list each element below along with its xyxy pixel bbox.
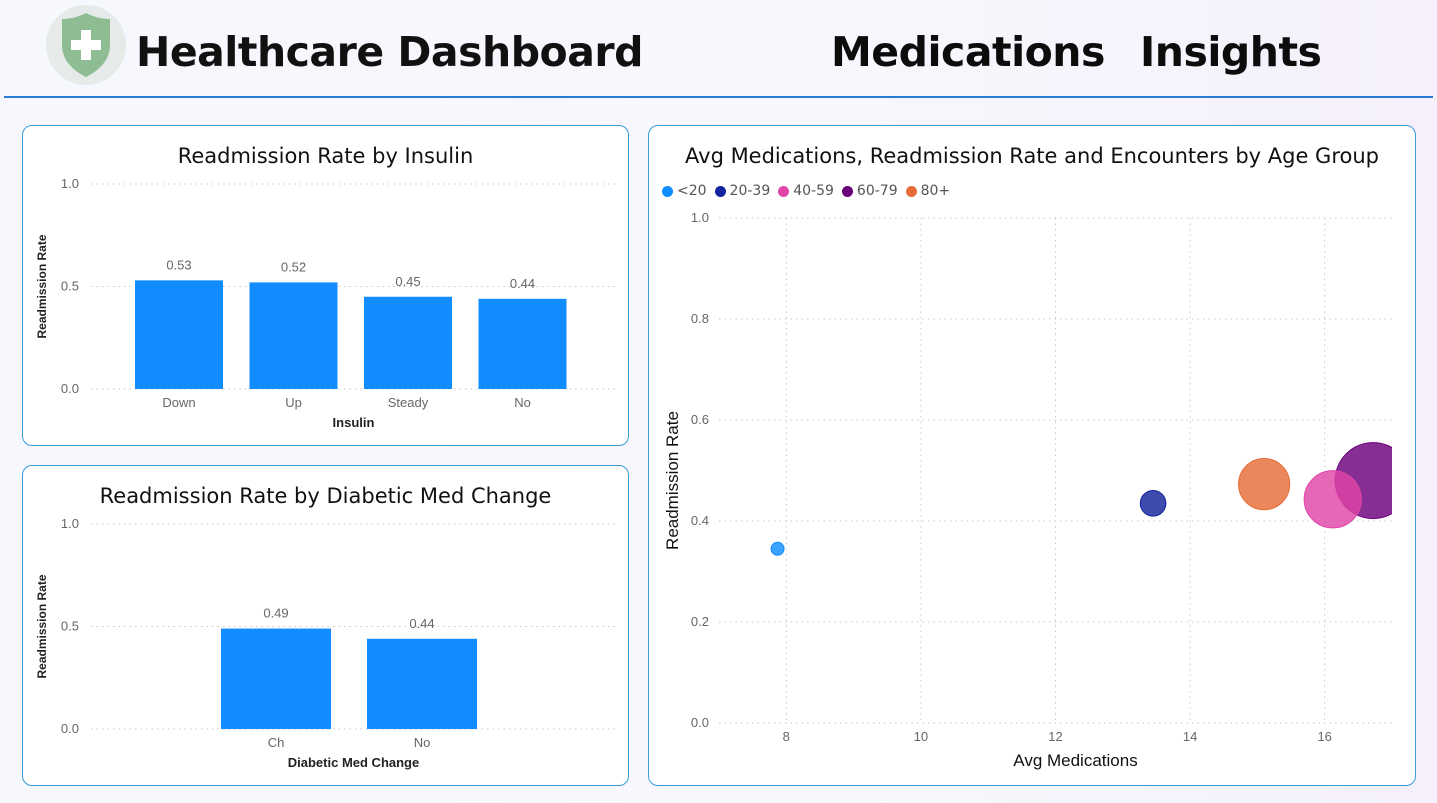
y-tick-label: 0.6 xyxy=(691,412,709,427)
bar-up xyxy=(249,282,338,389)
insulin-bar-chart: 0.0 0.5 1.0 0.53 Down 0.52 Up 0.45 Steady 0.44 No I… xyxy=(35,176,616,430)
chart-legend: <20 20-39 40-59 60-79 80+ xyxy=(662,183,958,199)
legend-label: 40-59 xyxy=(793,183,834,199)
med-change-chart-card: Readmission Rate by Diabetic Med Change … xyxy=(22,465,629,786)
x-tick-label: 10 xyxy=(914,729,928,744)
dashboard-header: Healthcare Dashboard Medications Insight… xyxy=(4,0,1433,98)
x-tick-label: 12 xyxy=(1048,729,1062,744)
legend-swatch xyxy=(841,185,853,197)
nav-insights[interactable]: Insights xyxy=(1140,28,1322,76)
data-label: 0.45 xyxy=(395,274,420,289)
y-axis-title: Readmission Rate xyxy=(35,574,49,678)
bubble-20[interactable] xyxy=(770,541,785,556)
bar-ch xyxy=(221,628,331,729)
bar-steady xyxy=(364,296,452,389)
chart-title: Readmission Rate by Diabetic Med Change xyxy=(99,484,552,508)
data-label: 0.52 xyxy=(281,259,306,274)
y-tick-label: 1.0 xyxy=(691,210,709,225)
x-tick-label: 8 xyxy=(783,729,790,744)
y-tick-label: 0.4 xyxy=(691,513,709,528)
x-tick-label: 14 xyxy=(1183,729,1197,744)
y-tick-label: 0.8 xyxy=(691,311,709,326)
legend-label: 60-79 xyxy=(856,183,898,199)
y-tick-label: 0.0 xyxy=(691,715,709,730)
x-axis-title: Avg Medications xyxy=(1013,751,1137,770)
legend-swatch xyxy=(778,185,790,197)
data-label: 0.49 xyxy=(263,606,288,621)
y-axis-title: Readmission Rate xyxy=(663,411,682,550)
insulin-chart-card: Readmission Rate by Insulin 0.0 0.5 1.0 0.5… xyxy=(22,125,629,446)
data-label: 0.53 xyxy=(166,257,191,272)
legend-swatch xyxy=(662,185,673,197)
y-tick-label: 0.2 xyxy=(691,614,709,629)
y-axis-title: Readmission Rate xyxy=(35,234,49,338)
x-tick-label: Down xyxy=(162,395,195,410)
age-group-scatter-card: Avg Medications, Readmission Rate and En… xyxy=(648,125,1416,786)
chart-title: Readmission Rate by Insulin xyxy=(177,144,474,168)
legend-item[interactable]: 80+ xyxy=(905,183,951,199)
legend-label: 80+ xyxy=(920,183,951,199)
data-label: 0.44 xyxy=(510,276,535,291)
shield-plus-icon xyxy=(62,13,110,77)
data-label: 0.44 xyxy=(409,616,434,631)
chart-title: Avg Medications, Readmission Rate and En… xyxy=(685,144,1379,168)
y-tick-label: 1.0 xyxy=(61,516,79,531)
age-group-bubble-chart: 0.0 0.2 0.4 0.6 0.8 1.0 8 10 12 14 16 Avg Medicatio… xyxy=(663,210,1392,770)
bar-no xyxy=(367,638,477,729)
x-tick-label: No xyxy=(414,735,431,750)
legend-label: 20-39 xyxy=(729,183,771,199)
bar-no xyxy=(478,298,567,389)
nav-medications[interactable]: Medications xyxy=(831,28,1105,76)
bubble-80[interactable] xyxy=(1238,458,1291,511)
legend-swatch xyxy=(905,185,917,197)
bubble-20-39[interactable] xyxy=(1139,490,1167,517)
x-tick-label: No xyxy=(514,395,531,410)
x-tick-label: Up xyxy=(285,395,302,410)
bar-down xyxy=(135,280,223,389)
med-change-bar-chart: 0.0 0.5 1.0 0.49 Ch 0.44 No Diabetic Med Change… xyxy=(35,516,616,770)
legend-item[interactable]: 60-79 xyxy=(841,183,898,199)
x-axis-title: Insulin xyxy=(333,415,375,430)
page-title: Healthcare Dashboard xyxy=(136,28,643,76)
y-tick-label: 0.5 xyxy=(61,279,79,294)
x-tick-label: Steady xyxy=(388,395,429,410)
y-tick-label: 0.0 xyxy=(61,381,79,396)
x-tick-label: Ch xyxy=(268,735,285,750)
bubble-layer xyxy=(770,442,1392,556)
legend-item[interactable]: <20 xyxy=(662,183,707,199)
legend-item[interactable]: 20-39 xyxy=(714,183,771,199)
y-tick-label: 0.0 xyxy=(61,721,79,736)
legend-item[interactable]: 40-59 xyxy=(778,183,834,199)
y-tick-label: 1.0 xyxy=(61,176,79,191)
legend-label: <20 xyxy=(677,183,707,199)
bubble-40-59[interactable] xyxy=(1303,470,1362,529)
x-axis-title: Diabetic Med Change xyxy=(288,755,419,770)
y-tick-label: 0.5 xyxy=(61,619,79,634)
logo-badge xyxy=(46,5,126,85)
legend-swatch xyxy=(714,185,726,197)
x-tick-label: 16 xyxy=(1317,729,1331,744)
